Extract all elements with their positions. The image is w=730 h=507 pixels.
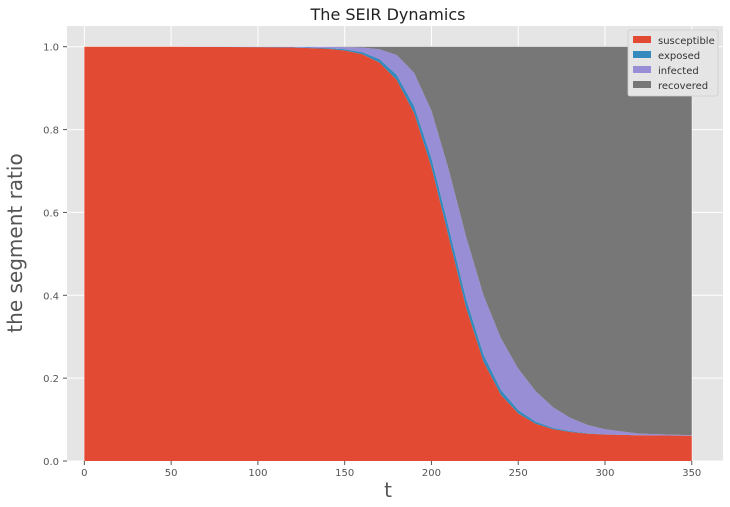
x-tick-label: 150 [335, 468, 354, 479]
legend-swatch-infected [633, 66, 651, 73]
chart-title: The SEIR Dynamics [310, 5, 466, 24]
legend-swatch-exposed [633, 51, 651, 58]
x-tick-label: 0 [81, 468, 87, 479]
legend-label-recovered: recovered [658, 81, 708, 92]
legend-swatch-recovered [633, 81, 651, 88]
stacked-areas [84, 46, 692, 462]
susceptible-area [84, 46, 692, 462]
recovered-area [84, 46, 692, 436]
y-axis-label: the segment ratio [3, 153, 27, 332]
y-tick-label: 1.0 [43, 43, 59, 54]
x-tick-label: 200 [422, 468, 441, 479]
x-tick-label: 100 [248, 468, 267, 479]
legend-swatch-susceptible [633, 36, 651, 43]
x-tick-label: 300 [595, 468, 614, 479]
y-axis: 0.0 0.2 0.4 0.6 0.8 1.0 [43, 43, 67, 468]
x-tick-label: 50 [165, 468, 178, 479]
y-tick-label: 0.8 [43, 126, 59, 137]
x-tick-label: 350 [682, 468, 701, 479]
x-axis: 0 50 100 150 200 250 300 350 [81, 461, 701, 479]
legend-box [627, 29, 719, 97]
legend-label-susceptible: susceptible [658, 36, 715, 47]
legend: susceptible exposed infected recovered [627, 29, 719, 97]
legend-label-exposed: exposed [658, 51, 700, 62]
y-tick-label: 0.2 [43, 374, 59, 385]
legend-label-infected: infected [658, 66, 699, 77]
y-tick-label: 0.0 [43, 457, 59, 468]
y-tick-label: 0.6 [43, 208, 59, 219]
y-tick-label: 0.4 [43, 291, 59, 302]
x-tick-label: 250 [509, 468, 528, 479]
x-axis-label: t [384, 478, 392, 502]
